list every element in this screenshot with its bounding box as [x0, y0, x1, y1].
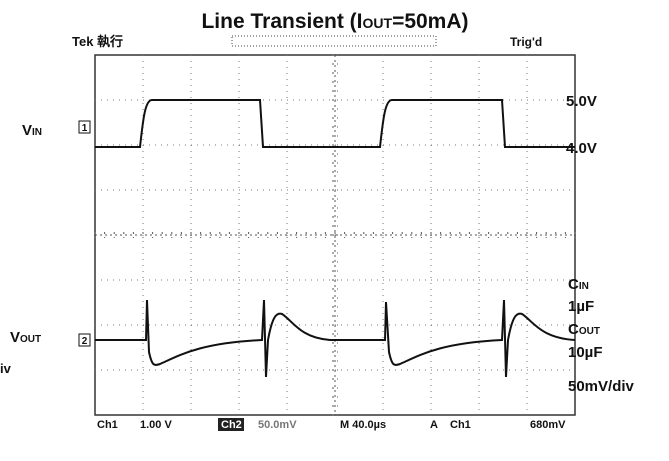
title-text: =50mA) [392, 10, 468, 33]
trigger-level: 680mV [530, 419, 566, 431]
label-main: C [568, 321, 579, 338]
label-main: V [10, 329, 20, 346]
ch1-marker: 1 [82, 123, 88, 134]
cin-label: CIN [568, 276, 589, 293]
cout-value: 10µF [568, 344, 603, 361]
record-bar [232, 36, 436, 46]
cout-label: COUT [568, 321, 600, 338]
trigger-status: Trig'd [510, 35, 542, 49]
vout-label: VOUT [10, 329, 41, 346]
timebase: M 40.0µs [340, 419, 386, 431]
label-sub: IN [579, 281, 589, 292]
ch2-marker: 2 [82, 336, 88, 347]
cin-value: 1µF [568, 298, 594, 315]
ch1-scale: 1.00 V [140, 419, 172, 431]
cut-label: iv [0, 361, 12, 376]
vin-low-label: 4.0V [566, 140, 597, 157]
ch2: Ch2 [221, 419, 242, 431]
scale-label: 50mV/div [568, 378, 635, 395]
status-bar: Ch1 1.00 V Ch2 50.0mV M 40.0µs A Ch1 680… [97, 418, 566, 431]
vin-label: VIN [22, 122, 42, 139]
title-subscript: OUT [363, 15, 393, 31]
brand: Tek 執行 [72, 34, 123, 49]
trigger-mode: A [430, 419, 438, 431]
vin-waveform [95, 100, 575, 147]
label-sub: IN [32, 127, 42, 138]
label-sub: OUT [20, 334, 41, 345]
title: Line Transient (IOUT=50mA) [201, 10, 468, 33]
title-text: Line Transient (I [201, 10, 362, 33]
scope-figure: Line Transient (IOUT=50mA) Tek 執行 Trig'd… [0, 0, 669, 461]
label-main: C [568, 276, 579, 293]
label-sub: OUT [579, 326, 600, 337]
trigger-source: Ch1 [450, 419, 471, 431]
label-main: V [22, 122, 32, 139]
vin-high-label: 5.0V [566, 93, 597, 110]
ch1: Ch1 [97, 419, 118, 431]
ch2-scale: 50.0mV [258, 419, 297, 431]
